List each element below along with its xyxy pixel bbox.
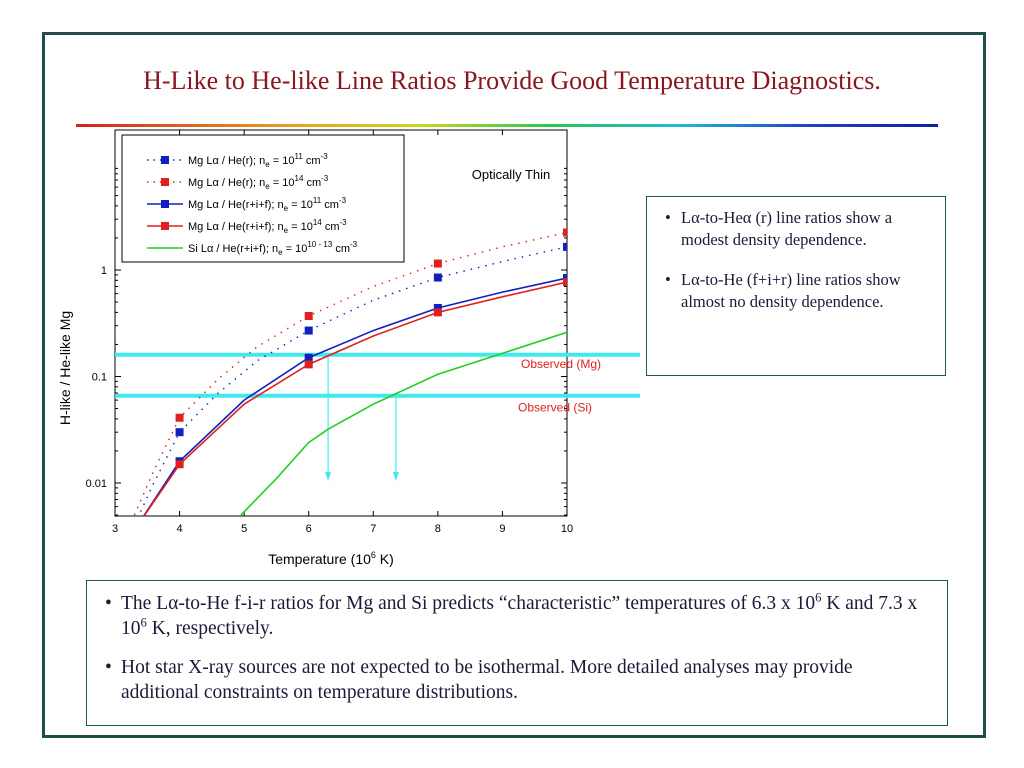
x-axis-label: Temperature (106 K) xyxy=(268,550,394,567)
conclusion-isothermal: Hot star X-ray sources are not expected … xyxy=(101,655,933,705)
x-tick-label-10: 10 xyxy=(561,523,573,535)
series-marker-2 xyxy=(433,303,442,312)
observed-arrowhead-1 xyxy=(392,472,399,481)
y-tick-label-1: 1 xyxy=(101,265,107,277)
series-marker-0 xyxy=(175,428,184,437)
x-tick-label-7: 7 xyxy=(370,523,376,535)
series-line-3 xyxy=(143,281,567,516)
x-tick-label-3: 3 xyxy=(112,523,118,535)
legend-label-0: Mg Lα / He(r); ne = 1011 cm-3 xyxy=(188,152,328,169)
series-marker-2 xyxy=(304,353,313,362)
series-marker-3 xyxy=(433,308,442,317)
series-marker-2 xyxy=(563,274,567,283)
series-marker-0 xyxy=(304,326,313,335)
legend-label-1: Mg Lα / He(r); ne = 1014 cm-3 xyxy=(188,174,329,191)
x-tick-label-4: 4 xyxy=(177,523,183,535)
conclusion-text-1: The Lα-to-He f-i-r ratios for Mg and Si … xyxy=(121,593,816,614)
x-tick-label-5: 5 xyxy=(241,523,247,535)
conclusion-text-2: K and 7.3 x 10 xyxy=(121,593,918,639)
legend-label-2: Mg Lα / He(r+i+f); ne = 1011 cm-3 xyxy=(188,196,347,213)
plot-area-frame xyxy=(114,129,568,517)
y-axis-label: H-like / He-like Mg xyxy=(57,311,73,425)
slide-title: H-Like to He-like Line Ratios Provide Go… xyxy=(143,66,881,95)
density-note-fir: Lα-to-He (f+i+r) line ratios show almost… xyxy=(661,269,933,313)
x-tick-label-6: 6 xyxy=(306,523,312,535)
series-line-0 xyxy=(137,246,567,516)
observed-arrowhead-0 xyxy=(325,472,332,481)
observed-label-0: Observed (Mg) xyxy=(521,357,601,371)
conclusion-exponent-1: 6 xyxy=(815,590,822,605)
series-marker-3 xyxy=(175,460,184,469)
x-tick-label-8: 8 xyxy=(435,523,441,535)
series-line-4 xyxy=(240,331,567,516)
legend-marker-1 xyxy=(161,178,169,186)
conclusion-exponent-2: 6 xyxy=(140,615,147,630)
series-marker-3 xyxy=(563,278,567,287)
slide-frame xyxy=(42,32,986,738)
observed-label-1: Observed (Si) xyxy=(518,401,592,415)
legend-marker-2 xyxy=(161,200,169,208)
x-tick-label-9: 9 xyxy=(499,523,505,535)
y-tick-label-0.1: 0.1 xyxy=(92,372,107,384)
conclusion-text-3: K, respectively. xyxy=(146,618,274,639)
series-group xyxy=(133,228,567,516)
title-divider xyxy=(76,124,938,127)
series-marker-1 xyxy=(563,228,567,237)
legend-marker-0 xyxy=(161,156,169,164)
y-tick-label-0.01: 0.01 xyxy=(86,478,107,490)
series-line-2 xyxy=(142,277,567,516)
series-marker-1 xyxy=(304,311,313,320)
conclusions-box: The Lα-to-He f-i-r ratios for Mg and Si … xyxy=(86,580,948,726)
optically-thin-label: Optically Thin xyxy=(472,167,551,182)
series-marker-1 xyxy=(175,413,184,422)
series-marker-1 xyxy=(433,259,442,268)
legend-label-4: Si Lα / He(r+i+f); ne = 1010 - 13 cm-3 xyxy=(188,240,358,257)
series-line-1 xyxy=(133,231,567,516)
series-marker-0 xyxy=(433,273,442,282)
conclusion-temperatures: The Lα-to-He f-i-r ratios for Mg and Si … xyxy=(101,591,933,641)
density-note-r: Lα-to-Heα (r) line ratios show a modest … xyxy=(661,207,933,251)
legend-label-3: Mg Lα / He(r+i+f); ne = 1014 cm-3 xyxy=(188,218,347,235)
density-notes-box: Lα-to-Heα (r) line ratios show a modest … xyxy=(646,196,946,376)
legend-marker-3 xyxy=(161,222,169,230)
series-marker-0 xyxy=(563,242,567,251)
series-marker-3 xyxy=(304,360,313,369)
